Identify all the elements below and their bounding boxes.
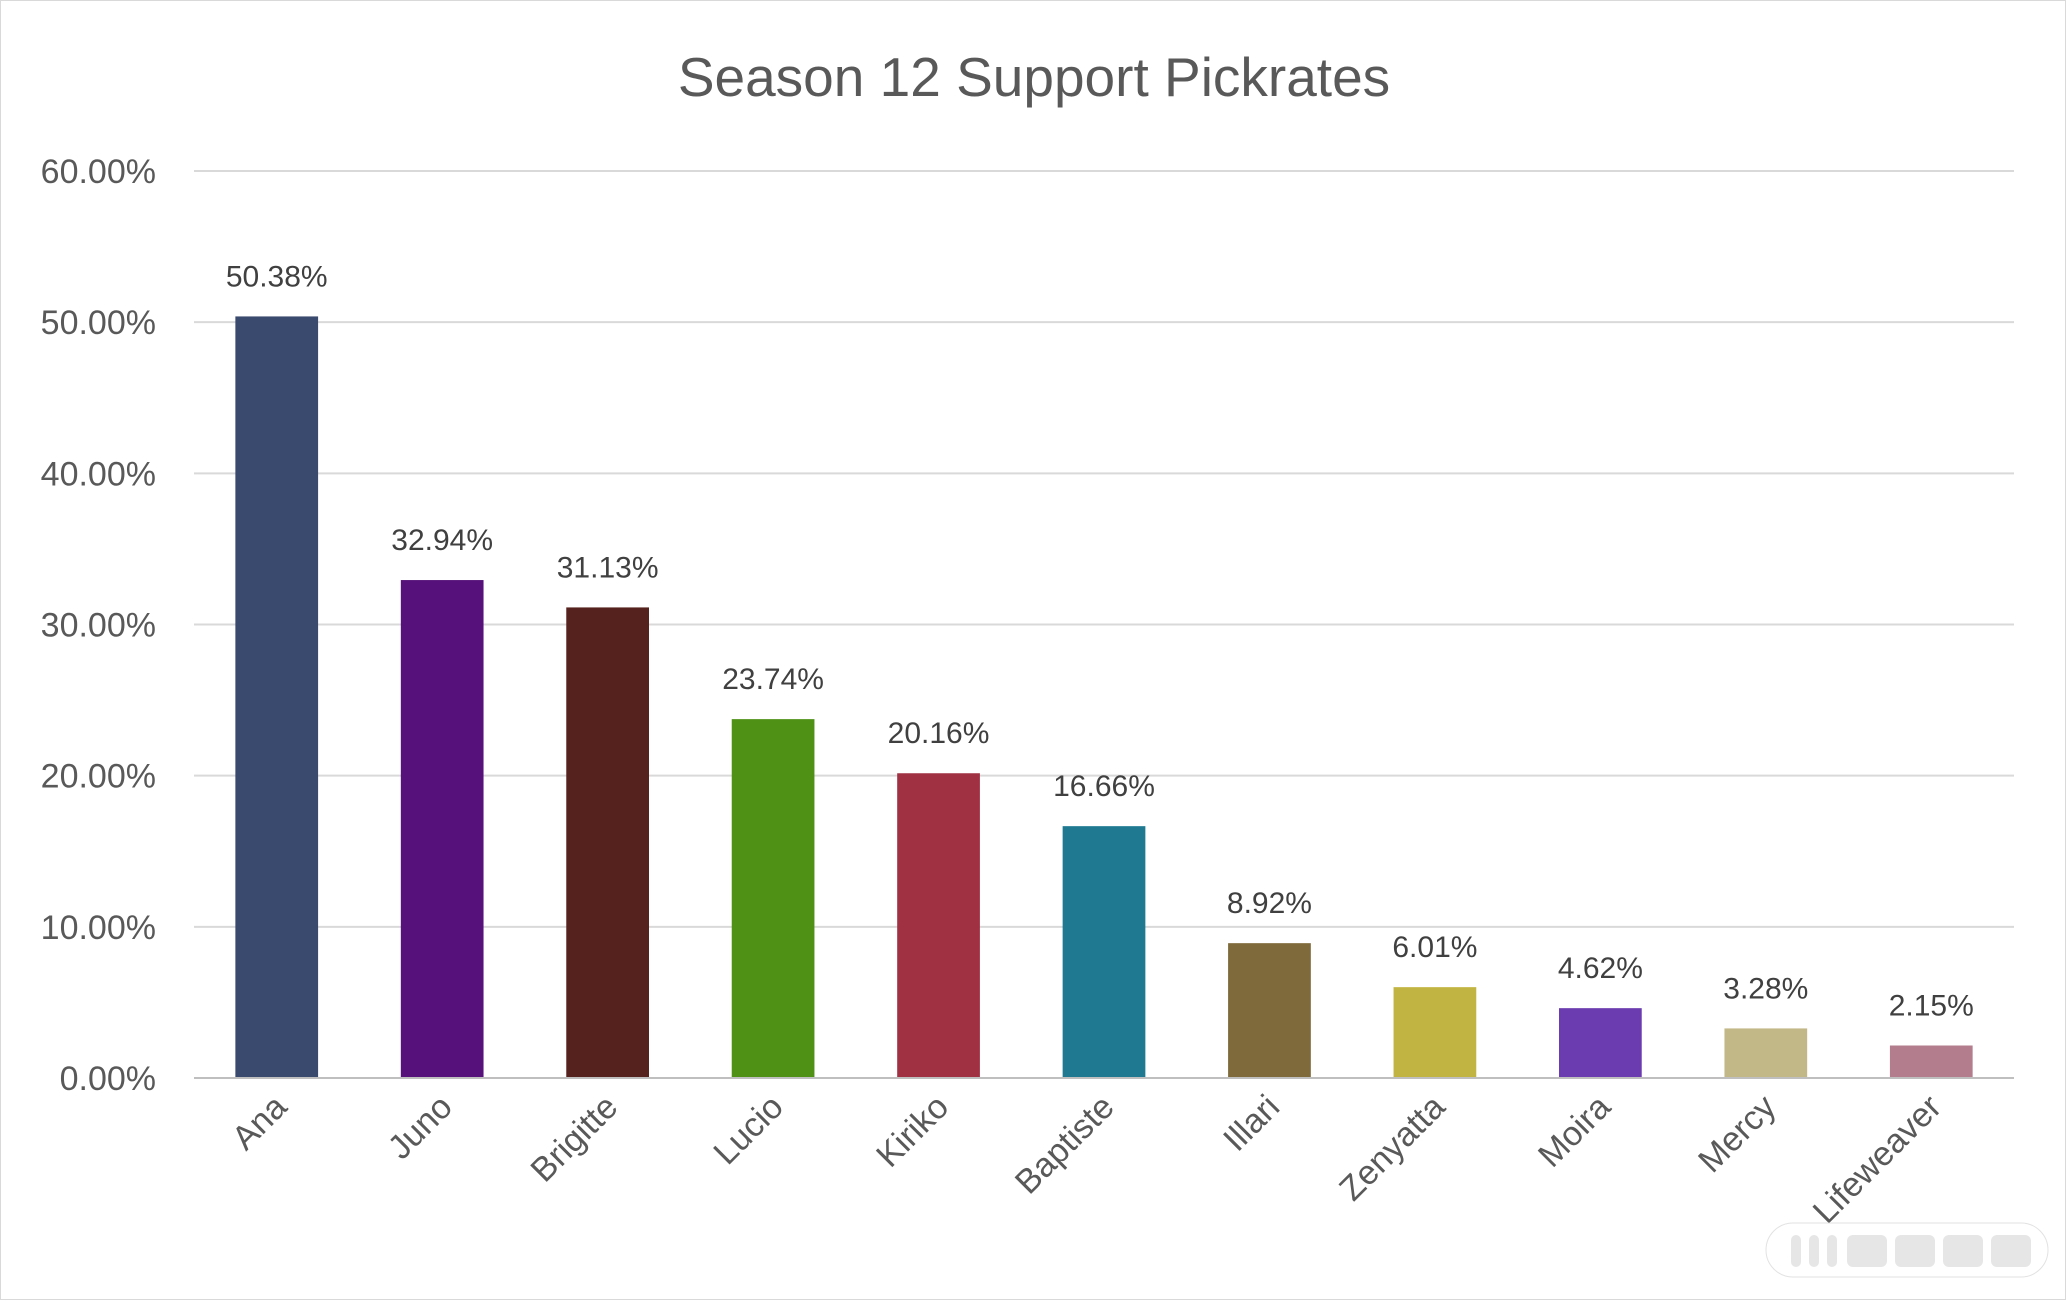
data-label: 4.62% [1558, 952, 1643, 985]
bars [235, 316, 1973, 1078]
bar-lucio [731, 719, 815, 1078]
data-label: 20.16% [888, 717, 990, 750]
chart-title: Season 12 Support Pickrates [678, 46, 1390, 108]
y-tick-label: 50.00% [41, 304, 156, 342]
x-tick-label: Brigitte [524, 1088, 626, 1190]
y-tick-label: 40.00% [41, 455, 156, 493]
y-tick-label: 60.00% [41, 153, 156, 191]
bar-baptiste [1062, 826, 1146, 1078]
bar-mercy [1724, 1028, 1808, 1078]
y-axis-tick-labels: 0.00% 10.00% 20.00% 30.00% 40.00% 50.00% 60.00… [41, 153, 156, 1098]
x-tick-label: Moira [1531, 1088, 1618, 1175]
y-tick-label: 0.00% [60, 1060, 156, 1098]
x-tick-label: Baptiste [1008, 1088, 1122, 1202]
data-label: 2.15% [1889, 989, 1974, 1022]
bar-juno [400, 580, 484, 1078]
data-label: 6.01% [1392, 931, 1477, 964]
x-tick-label: Illari [1216, 1088, 1287, 1159]
x-tick-label: Lifeweaver [1806, 1088, 1949, 1231]
x-tick-label: Mercy [1691, 1088, 1783, 1180]
bar-lifeweaver [1889, 1045, 1973, 1078]
data-label: 3.28% [1723, 972, 1808, 1005]
bar-ana [235, 316, 319, 1078]
data-label: 23.74% [722, 663, 824, 696]
bar-zenyatta [1393, 987, 1477, 1078]
data-labels: 50.38% 32.94% 31.13% 23.74% 20.16% 16.66% 8.92… [226, 260, 1974, 1022]
x-tick-label: Lucio [706, 1088, 790, 1172]
x-tick-label: Kiriko [869, 1088, 956, 1175]
data-label: 31.13% [557, 551, 659, 584]
watermark-decoration [1765, 1222, 2049, 1278]
x-tick-label: Ana [225, 1088, 295, 1158]
gridlines [194, 170, 2014, 928]
bar-kiriko [897, 773, 980, 1078]
data-label: 32.94% [391, 524, 493, 557]
y-tick-label: 10.00% [41, 909, 156, 947]
data-label: 8.92% [1227, 887, 1312, 920]
x-tick-label: Zenyatta [1332, 1088, 1452, 1208]
data-label: 16.66% [1053, 770, 1155, 803]
y-tick-label: 20.00% [41, 758, 156, 796]
bar-brigitte [566, 607, 649, 1078]
bar-moira [1559, 1008, 1642, 1078]
data-label: 50.38% [226, 260, 328, 293]
x-axis-tick-labels: Ana Juno Brigitte Lucio Kiriko Baptiste Illari… [225, 1088, 1949, 1231]
x-tick-label: Juno [381, 1088, 460, 1167]
y-tick-label: 30.00% [41, 607, 156, 645]
bar-illari [1228, 943, 1311, 1078]
